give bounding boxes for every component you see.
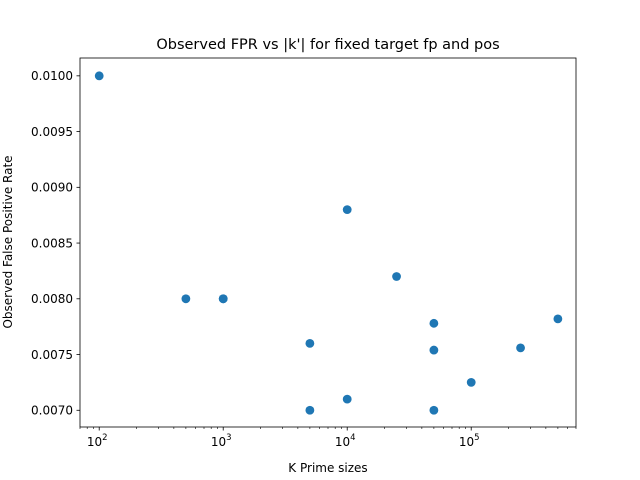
data-point — [516, 343, 525, 353]
y-tick-label: 0.0075 — [31, 348, 73, 362]
y-tick-label: 0.0100 — [31, 69, 73, 83]
data-point — [218, 294, 228, 304]
data-point — [466, 378, 476, 387]
data-point — [305, 338, 315, 348]
x-axis-minor-ticks — [79, 427, 577, 429]
y-tick-label: 0.0090 — [31, 181, 73, 195]
plot-frame — [79, 57, 577, 428]
y-tick-label: 0.0080 — [31, 292, 73, 306]
x-tick-exponent: 4 — [350, 433, 355, 443]
x-tick-exponent: 2 — [102, 433, 107, 443]
x-tick-label: 103 — [211, 433, 232, 449]
data-point — [305, 405, 315, 415]
scatter-points — [94, 71, 563, 415]
y-tick-label: 0.0070 — [31, 404, 73, 418]
x-tick-exponent: 3 — [226, 433, 231, 443]
x-tick-label: 102 — [87, 433, 108, 449]
x-tick-base: 10 — [459, 435, 474, 449]
data-point — [429, 345, 439, 355]
y-axis: 0.0070 0.0075 0.0080 0.0085 0.0090 0.0095 0.01… — [31, 69, 80, 418]
data-point — [342, 394, 352, 404]
y-axis-label: Observed False Positive Rate — [1, 155, 15, 328]
x-tick-exponent: 5 — [474, 433, 479, 443]
data-point — [392, 272, 401, 281]
data-point — [342, 205, 352, 215]
chart-title: Observed FPR vs |k'| for fixed target fp… — [156, 37, 499, 53]
y-tick-label: 0.0095 — [31, 125, 73, 139]
x-tick-base: 10 — [335, 435, 350, 449]
x-axis: 102 103 104 105 — [87, 427, 480, 449]
x-axis-label: K Prime sizes — [288, 461, 367, 475]
x-tick-label: 105 — [459, 433, 480, 449]
data-point — [553, 314, 563, 324]
data-point — [181, 294, 191, 304]
x-tick-base: 10 — [211, 435, 226, 449]
x-tick-base: 10 — [87, 435, 102, 449]
data-point — [429, 405, 439, 415]
x-tick-label: 104 — [335, 433, 356, 449]
data-point — [429, 318, 439, 328]
data-point — [94, 71, 104, 81]
y-tick-label: 0.0085 — [31, 236, 73, 250]
